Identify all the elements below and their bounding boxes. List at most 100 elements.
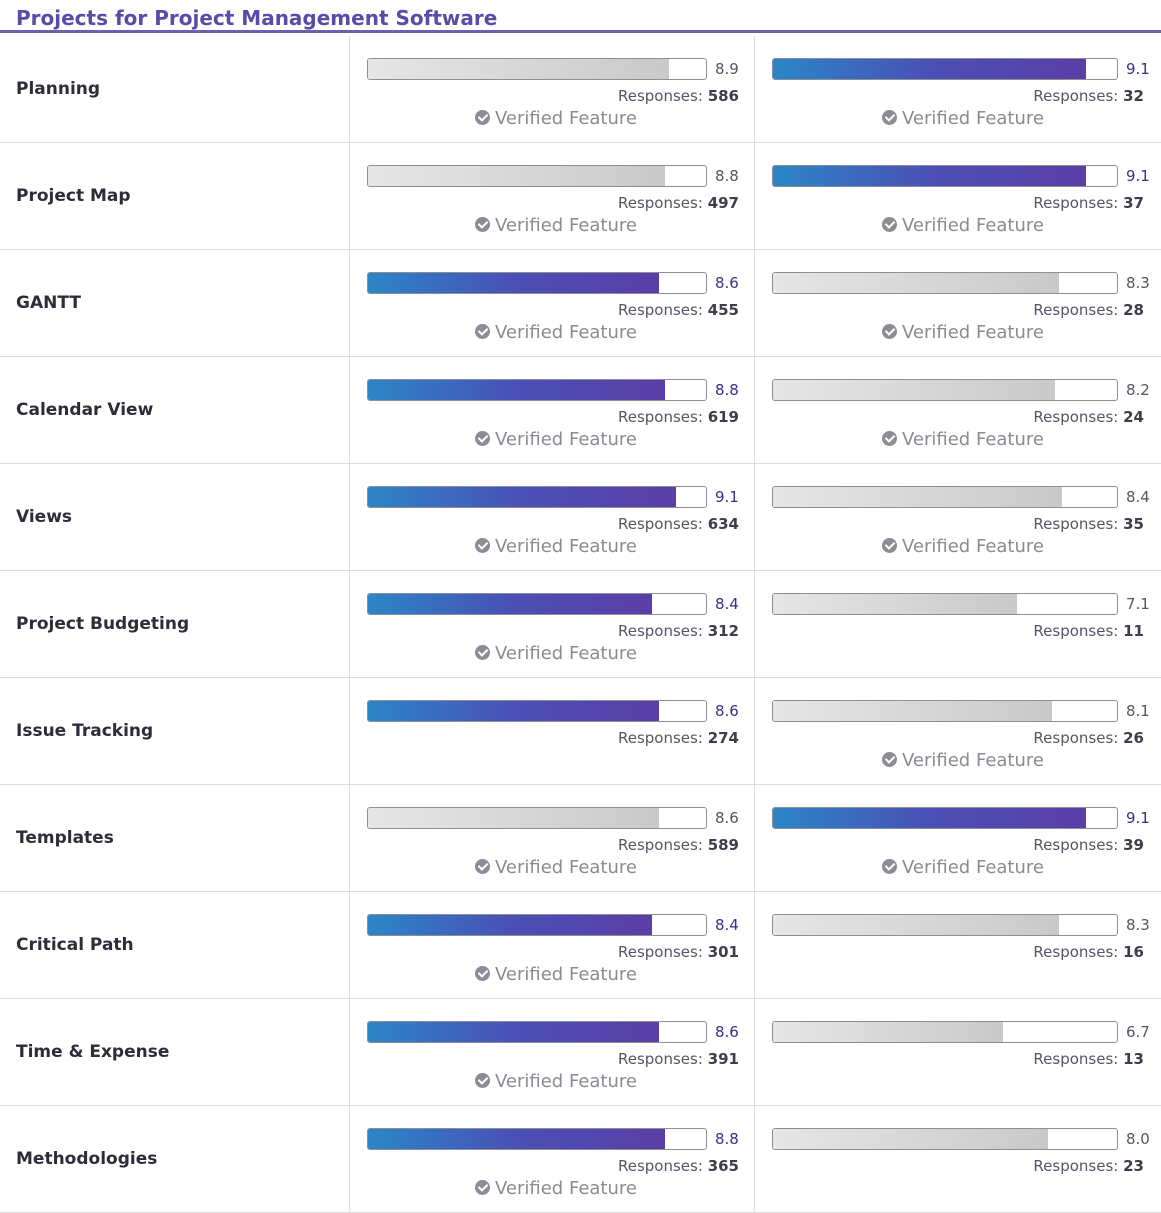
- responses-count: 301: [707, 943, 739, 961]
- row-label: GANTT: [16, 293, 81, 313]
- responses-text: Responses:: [1033, 408, 1119, 426]
- responses-count: 634: [707, 515, 739, 533]
- responses-count: 26: [1123, 729, 1144, 747]
- score-bar-fill: [368, 594, 652, 614]
- row-label: Time & Expense: [16, 1042, 170, 1062]
- product-cell: 7.1 Responses: 11: [754, 571, 1160, 677]
- score-label: 8.3: [1126, 916, 1150, 934]
- responses-text: Responses:: [617, 301, 703, 319]
- table-row: Planning 8.9 Responses: 586 Verified Featur…: [0, 36, 1161, 143]
- responses-count: 35: [1123, 515, 1144, 533]
- chart-header: Projects for Project Management Software: [0, 0, 1161, 33]
- responses-text: Responses:: [617, 194, 703, 212]
- verified-feature-text: Verified Feature: [902, 429, 1044, 450]
- product-cell: 9.1 Responses: 634 Verified Feature: [349, 464, 755, 570]
- score-label: 8.4: [715, 595, 739, 613]
- responses-text: Responses:: [617, 729, 703, 747]
- check-circle-icon: [882, 431, 897, 446]
- verified-feature-text: Verified Feature: [902, 215, 1044, 236]
- responses-label: Responses: 391: [618, 1050, 739, 1068]
- verified-feature-badge: Verified Feature: [882, 215, 1044, 236]
- score-label: 8.3: [1126, 274, 1150, 292]
- score-bar: [367, 1021, 707, 1043]
- score-label: 8.2: [1126, 381, 1150, 399]
- score-label: 8.6: [715, 274, 739, 292]
- responses-count: 32: [1123, 87, 1144, 105]
- verified-feature-text: Verified Feature: [495, 643, 637, 664]
- score-bar: [772, 58, 1118, 80]
- score-bar: [772, 807, 1118, 829]
- responses-count: 455: [707, 301, 739, 319]
- score-bar-fill: [368, 273, 659, 293]
- verified-feature-badge: Verified Feature: [882, 429, 1044, 450]
- verified-feature-text: Verified Feature: [495, 964, 637, 985]
- verified-feature-badge: Verified Feature: [475, 1071, 637, 1092]
- score-label: 8.9: [715, 60, 739, 78]
- table-row: Methodologies 8.8 Responses: 365 Verified F…: [0, 1106, 1161, 1213]
- verified-feature-text: Verified Feature: [902, 536, 1044, 557]
- product-cell: 8.1 Responses: 26 Verified Feature: [754, 678, 1160, 784]
- responses-text: Responses:: [617, 622, 703, 640]
- product-cell: 8.6 Responses: 274: [349, 678, 755, 784]
- product-cell: 8.6 Responses: 589 Verified Feature: [349, 785, 755, 891]
- score-bar: [367, 165, 707, 187]
- check-circle-icon: [475, 1073, 490, 1088]
- product-cell: 8.0 Responses: 23: [754, 1106, 1160, 1212]
- responses-label: Responses: 24: [1033, 408, 1144, 426]
- responses-label: Responses: 32: [1033, 87, 1144, 105]
- score-label: 8.1: [1126, 702, 1150, 720]
- responses-label: Responses: 11: [1033, 622, 1144, 640]
- responses-count: 589: [707, 836, 739, 854]
- responses-text: Responses:: [1033, 1050, 1119, 1068]
- responses-text: Responses:: [1033, 515, 1119, 533]
- score-bar: [772, 1128, 1118, 1150]
- score-label: 8.8: [715, 167, 739, 185]
- responses-text: Responses:: [617, 1050, 703, 1068]
- row-label: Issue Tracking: [16, 721, 154, 741]
- responses-text: Responses:: [1033, 87, 1119, 105]
- score-bar: [367, 914, 707, 936]
- check-circle-icon: [882, 324, 897, 339]
- product-cell: 8.9 Responses: 586 Verified Feature: [349, 36, 755, 142]
- score-bar: [367, 593, 707, 615]
- score-label: 8.4: [1126, 488, 1150, 506]
- row-label: Templates: [16, 828, 114, 848]
- responses-count: 274: [707, 729, 739, 747]
- product-cell: 8.2 Responses: 24 Verified Feature: [754, 357, 1160, 463]
- responses-text: Responses:: [1033, 1157, 1119, 1175]
- score-bar-fill: [773, 380, 1056, 400]
- responses-text: Responses:: [1033, 622, 1119, 640]
- score-bar: [772, 1021, 1118, 1043]
- responses-count: 16: [1123, 943, 1144, 961]
- score-label: 8.4: [715, 916, 739, 934]
- check-circle-icon: [475, 110, 490, 125]
- score-bar: [367, 1128, 707, 1150]
- check-circle-icon: [882, 859, 897, 874]
- score-bar-fill: [368, 808, 659, 828]
- score-bar: [367, 379, 707, 401]
- score-label: 8.8: [715, 381, 739, 399]
- responses-label: Responses: 301: [618, 943, 739, 961]
- score-bar: [772, 700, 1118, 722]
- check-circle-icon: [475, 538, 490, 553]
- responses-label: Responses: 586: [618, 87, 739, 105]
- responses-label: Responses: 16: [1033, 943, 1144, 961]
- score-label: 8.0: [1126, 1130, 1150, 1148]
- verified-feature-text: Verified Feature: [495, 857, 637, 878]
- score-bar-fill: [773, 915, 1059, 935]
- responses-count: 37: [1123, 194, 1144, 212]
- verified-feature-text: Verified Feature: [495, 322, 637, 343]
- table-row: Templates 8.6 Responses: 589 Verified Featu…: [0, 785, 1161, 892]
- product-cell: 9.1 Responses: 32 Verified Feature: [754, 36, 1160, 142]
- responses-count: 24: [1123, 408, 1144, 426]
- product-cell: 8.4 Responses: 35 Verified Feature: [754, 464, 1160, 570]
- table-row: Project Budgeting 8.4 Responses: 312 Verifi…: [0, 571, 1161, 678]
- score-label: 8.6: [715, 809, 739, 827]
- score-bar: [367, 58, 707, 80]
- responses-label: Responses: 455: [618, 301, 739, 319]
- score-label: 9.1: [715, 488, 739, 506]
- responses-label: Responses: 497: [618, 194, 739, 212]
- responses-label: Responses: 365: [618, 1157, 739, 1175]
- check-circle-icon: [882, 217, 897, 232]
- responses-count: 619: [707, 408, 739, 426]
